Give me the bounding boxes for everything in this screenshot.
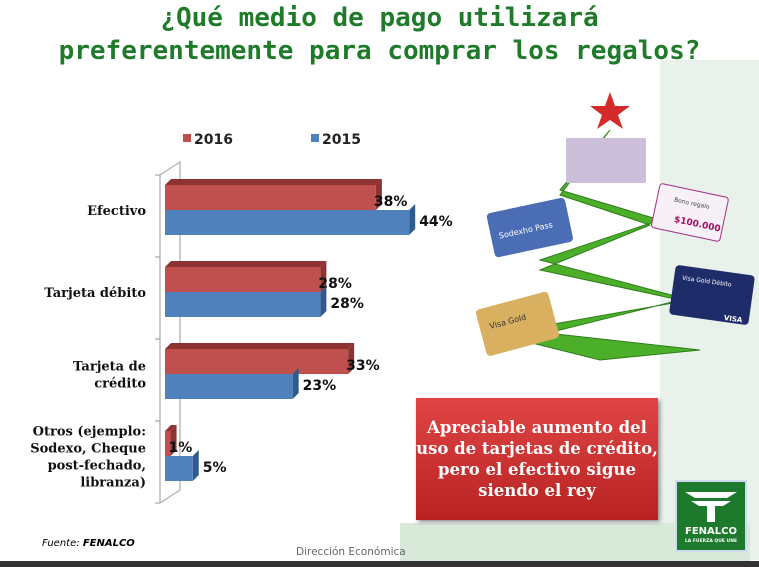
data-label: 28% — [318, 276, 352, 292]
bar-2016-3 — [165, 431, 171, 456]
bar-2016-1 — [165, 267, 321, 292]
legend-swatch-2015 — [311, 134, 319, 142]
category-label: Tarjeta débito — [44, 286, 146, 301]
source-name: FENALCO — [82, 538, 135, 549]
category-label: libranza) — [80, 476, 146, 491]
chart-axis-wall — [159, 161, 181, 504]
bar-side — [170, 425, 177, 456]
bar-top — [165, 179, 382, 185]
logo-slogan: LA FUERZA QUE UNE — [684, 539, 738, 544]
bar-top — [165, 343, 355, 349]
bar-side — [292, 368, 299, 399]
fenalco-logo: FENALCO LA FUERZA QUE UNE — [675, 480, 747, 552]
page-title: ¿Qué medio de pago utilizará preferentem… — [0, 2, 759, 68]
bar-side — [192, 450, 199, 481]
data-label: 44% — [419, 214, 453, 230]
bar-top — [165, 261, 327, 267]
bar-side — [348, 343, 355, 374]
title-line-1: ¿Qué medio de pago utilizará — [160, 3, 599, 33]
banknote — [566, 138, 646, 183]
data-label: 23% — [303, 378, 337, 394]
gift-card — [651, 183, 729, 242]
data-label: 28% — [330, 296, 364, 312]
category-label: Sodexo, Cheque — [30, 442, 146, 457]
category-label: Otros (ejemplo: — [33, 425, 146, 440]
callout-box: Apreciable aumento del uso de tarjetas d… — [416, 398, 658, 520]
bar-side — [320, 286, 327, 317]
data-label: 5% — [203, 460, 227, 476]
bar-side — [409, 204, 416, 235]
footer-text: Dirección Económica — [296, 546, 406, 558]
bar-2015-3 — [165, 456, 193, 481]
sodexo-card — [486, 197, 573, 258]
star-icon — [590, 92, 630, 129]
bar-side — [320, 261, 327, 292]
bar-2015-0 — [165, 210, 410, 235]
visa-gold-card — [475, 291, 560, 356]
bar-2015-2 — [165, 374, 293, 399]
bar-2016-2 — [165, 349, 349, 374]
logo-emblem-icon — [685, 492, 737, 522]
legend-swatch-2016 — [183, 134, 191, 142]
bottom-bar — [0, 561, 759, 567]
bar-side — [375, 179, 382, 210]
logo-name: FENALCO — [685, 526, 737, 537]
data-label: 1% — [169, 440, 193, 456]
category-label: crédito — [94, 377, 146, 392]
bar-2016-0 — [165, 185, 376, 210]
visa-logo: VISA — [723, 314, 743, 325]
data-label: 33% — [346, 358, 380, 374]
legend-label-2016: 2016 — [194, 132, 233, 148]
category-label: Tarjeta de — [73, 360, 146, 375]
category-label: Efectivo — [87, 204, 146, 219]
source-note: Fuente: FENALCO — [42, 538, 135, 549]
legend-label-2015: 2015 — [322, 132, 361, 148]
visa-debit-card — [669, 265, 755, 325]
callout-text: Apreciable aumento del uso de tarjetas d… — [416, 418, 658, 500]
christmas-tree-ribbon — [519, 129, 701, 361]
bar-top — [165, 425, 177, 431]
bar-2015-1 — [165, 292, 321, 317]
title-line-2: preferentemente para comprar los regalos… — [58, 36, 701, 66]
source-label: Fuente: — [42, 538, 80, 549]
category-label: post-fechado, — [48, 459, 146, 474]
data-label: 38% — [374, 194, 408, 210]
